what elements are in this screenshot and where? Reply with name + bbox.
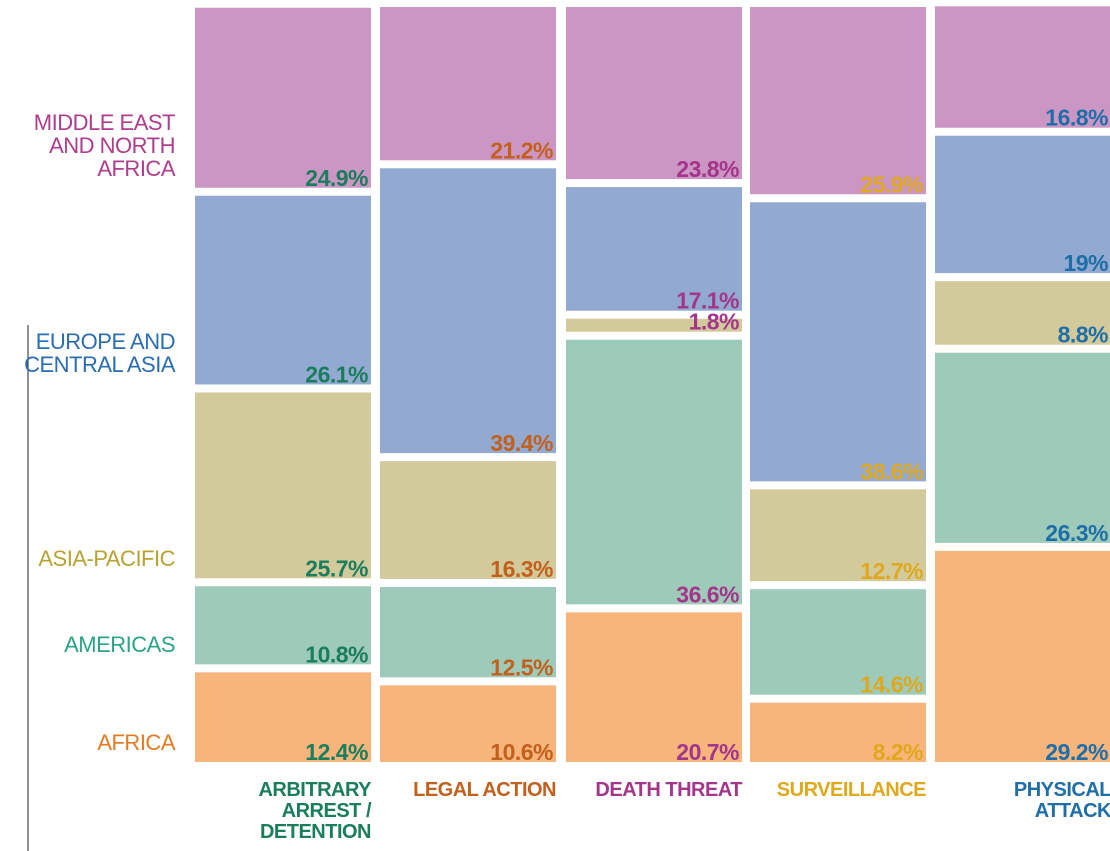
legend-label: ASIA-PACIFIC: [38, 546, 175, 572]
segment: [380, 586, 556, 678]
segment: [380, 7, 556, 161]
value-label: 19%: [1063, 250, 1108, 276]
legend-label: MIDDLE EAST AND NORTH AFRICA: [33, 109, 176, 181]
value-label: 8.8%: [1058, 322, 1108, 348]
legend-label: AMERICAS: [64, 632, 175, 658]
value-label: 1.8%: [689, 309, 739, 335]
segment: [195, 195, 371, 385]
segment: [566, 7, 742, 180]
value-label: 8.2%: [873, 739, 923, 765]
segment: [935, 550, 1110, 762]
value-label: 23.8%: [676, 156, 739, 182]
segment: [195, 7, 371, 188]
segment: [566, 318, 742, 332]
value-label: 29.2%: [1045, 739, 1108, 765]
segment: [935, 352, 1110, 543]
legend-label: AFRICA: [97, 730, 175, 755]
value-label: 25.7%: [305, 555, 368, 581]
value-label: 39.4%: [490, 430, 553, 456]
segment: [935, 6, 1110, 128]
value-label: 26.1%: [305, 361, 368, 387]
value-label: 14.6%: [860, 672, 923, 698]
value-label: 17.1%: [676, 288, 739, 314]
segment: [380, 168, 556, 454]
value-label: 25.9%: [860, 171, 923, 197]
value-label: 12.7%: [860, 558, 923, 584]
value-label: 10.8%: [305, 641, 368, 667]
value-label: 26.3%: [1045, 520, 1108, 546]
segment: [935, 135, 1110, 274]
segment: [195, 672, 371, 762]
segment: [935, 281, 1110, 345]
value-label: 24.9%: [305, 165, 368, 191]
value-label: 12.4%: [305, 739, 368, 765]
category-label: SURVEILLANCE: [776, 779, 927, 801]
category-label: PHYSICAL ATTACK: [1013, 779, 1110, 822]
segment: [566, 339, 742, 605]
segment: [750, 702, 926, 762]
value-label: 21.2%: [490, 137, 553, 163]
segment: [566, 187, 742, 311]
segment: [195, 392, 371, 579]
segment: [195, 586, 371, 665]
value-label: 38.6%: [860, 458, 923, 484]
segment: [566, 612, 742, 762]
category-label: ARBITRARY ARREST / DETENTION: [258, 779, 371, 843]
segment: [750, 202, 926, 482]
value-label: 16.8%: [1045, 105, 1108, 131]
segment: [750, 7, 926, 195]
value-label: 36.6%: [676, 581, 739, 607]
value-label: 10.6%: [490, 739, 553, 765]
value-label: 16.3%: [490, 556, 553, 582]
category-label: LEGAL ACTION: [413, 779, 556, 801]
value-label: 12.5%: [490, 654, 553, 680]
segment: [380, 461, 556, 579]
legend-label: EUROPE AND CENTRAL ASIA: [24, 329, 175, 378]
segment: [750, 489, 926, 582]
value-label: 20.7%: [676, 739, 739, 765]
segment: [380, 685, 556, 762]
segment: [750, 589, 926, 695]
category-label: DEATH THREAT: [595, 779, 742, 801]
